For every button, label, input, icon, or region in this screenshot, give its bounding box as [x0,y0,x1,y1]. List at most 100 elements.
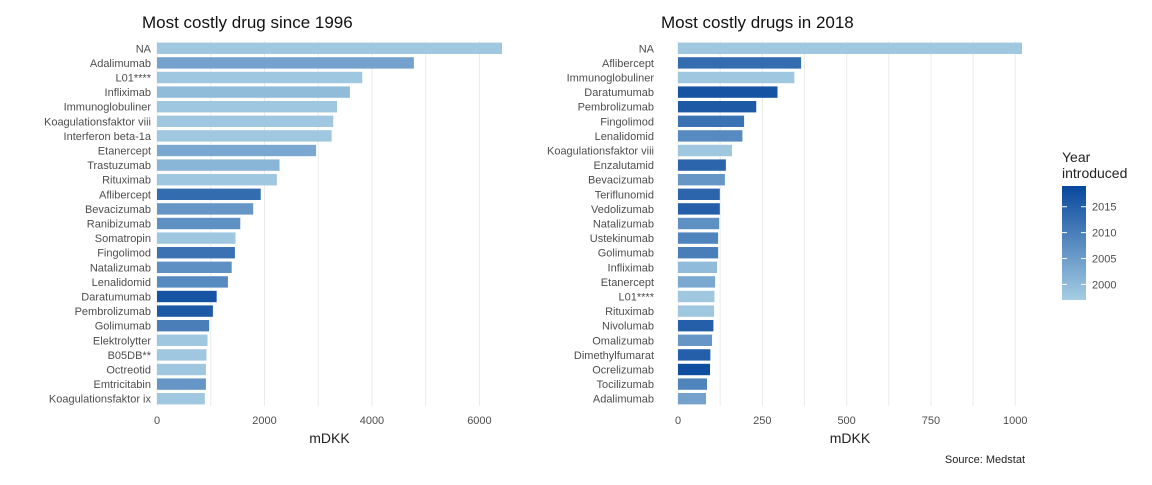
category-label: Rituximab [102,175,151,187]
bar [678,247,719,259]
bar [678,101,757,113]
category-label: Infliximab [105,87,151,99]
x-tick-label: 750 [922,415,940,427]
category-label: Koagulationsfaktor viii [547,146,654,158]
category-label: Fingolimod [97,248,151,260]
category-label: Bevacizumab [588,175,654,187]
category-label: Daratumumab [584,87,654,99]
category-label: Pembrolizumab [578,102,654,114]
category-label: Ocrelizumab [592,365,654,377]
category-label: Natalizumab [593,219,654,231]
bar [678,144,732,157]
category-label: Koagulationsfaktor viii [44,116,151,128]
category-label: Vedolizumab [591,204,654,216]
category-label: Daratumumab [81,292,151,304]
x-tick-label: 500 [837,415,855,427]
bar [157,101,338,113]
bar [678,86,778,98]
bar [157,174,277,186]
legend-title-line1: Year [1062,149,1091,165]
bar [678,174,725,186]
bar [157,57,414,69]
bar [678,232,719,244]
legend-tick-label: 2000 [1092,279,1116,291]
category-label: Omalizumab [592,335,654,347]
source-caption: Source: Medstat [945,454,1025,466]
category-label: Interferon beta-1a [64,131,152,143]
bar [157,393,205,405]
category-label: NA [136,43,152,55]
x-tick-label: 0 [675,415,681,427]
bar [157,363,206,376]
category-label: B05DB** [108,350,152,362]
category-label: Enzalutamid [593,160,654,172]
x-tick-label: 1000 [1003,415,1027,427]
bar [678,115,745,127]
bar [678,320,714,332]
category-label: Etanercept [98,146,151,158]
category-label: Dimethylfumarat [574,350,654,362]
category-label: Tocilizumab [597,379,654,391]
bar [678,378,707,390]
gridlines [677,41,1016,406]
category-label: L01**** [619,292,655,304]
category-label: NA [639,43,655,55]
category-label: Fingolimod [600,116,654,128]
bar [678,261,718,273]
bar [678,188,720,200]
bar [157,130,332,142]
bar [157,247,235,259]
legend-tick-label: 2005 [1092,254,1116,266]
bar [678,334,713,346]
bar [678,393,706,405]
bar [678,203,720,215]
category-label: Golimumab [598,248,654,260]
category-label: Immunoglobuliner [567,73,655,85]
bar [678,71,795,84]
chart-panel-2018: Most costly drugs in 2018 NA Aflibercept Im… [547,13,1028,446]
color-legend: Year introduced 2000 2005 2010 2015 [1062,149,1127,300]
x-tick-label: 4000 [360,415,384,427]
bar [157,42,502,54]
bar [157,378,206,390]
category-label: Teriflunomid [595,189,654,201]
category-label: Infliximab [608,262,654,274]
bar [678,57,802,69]
category-label: Aflibercept [602,58,654,70]
category-label: Immunoglobuliner [64,102,152,114]
category-label: Aflibercept [99,189,151,201]
legend-title-line2: introduced [1062,165,1127,181]
category-label: Rituximab [605,306,654,318]
bar [157,115,334,127]
category-label: Natalizumab [90,262,151,274]
x-tick-label: 0 [154,415,160,427]
bar [157,159,280,171]
bar [678,217,720,230]
category-label: Octreotid [106,365,151,377]
category-label: Emtricitabin [94,379,151,391]
category-label: Bevacizumab [85,204,151,216]
chart-title: Most costly drugs in 2018 [661,13,854,32]
category-label: Koagulationsfaktor ix [49,394,152,406]
category-label: Lenalidomid [595,131,654,143]
chart-title: Most costly drug since 1996 [142,13,353,32]
category-label: Somatropin [95,233,151,245]
x-tick-label: 6000 [467,415,491,427]
legend-tick-label: 2015 [1092,202,1116,214]
bar [157,290,217,303]
category-label: L01**** [116,73,152,85]
category-label: Lenalidomid [92,277,151,289]
bar [157,334,208,346]
bar [157,232,236,244]
bar [157,86,350,98]
chart-panel-since-1996: Most costly drug since 1996 NA Adalimumab L… [44,13,502,446]
category-label: Golimumab [95,321,151,333]
bar [678,159,726,171]
bar [157,349,207,361]
bar [678,363,711,376]
category-label: Ustekinumab [590,233,654,245]
bar [157,276,228,288]
bar [157,261,232,273]
bar [157,203,254,215]
